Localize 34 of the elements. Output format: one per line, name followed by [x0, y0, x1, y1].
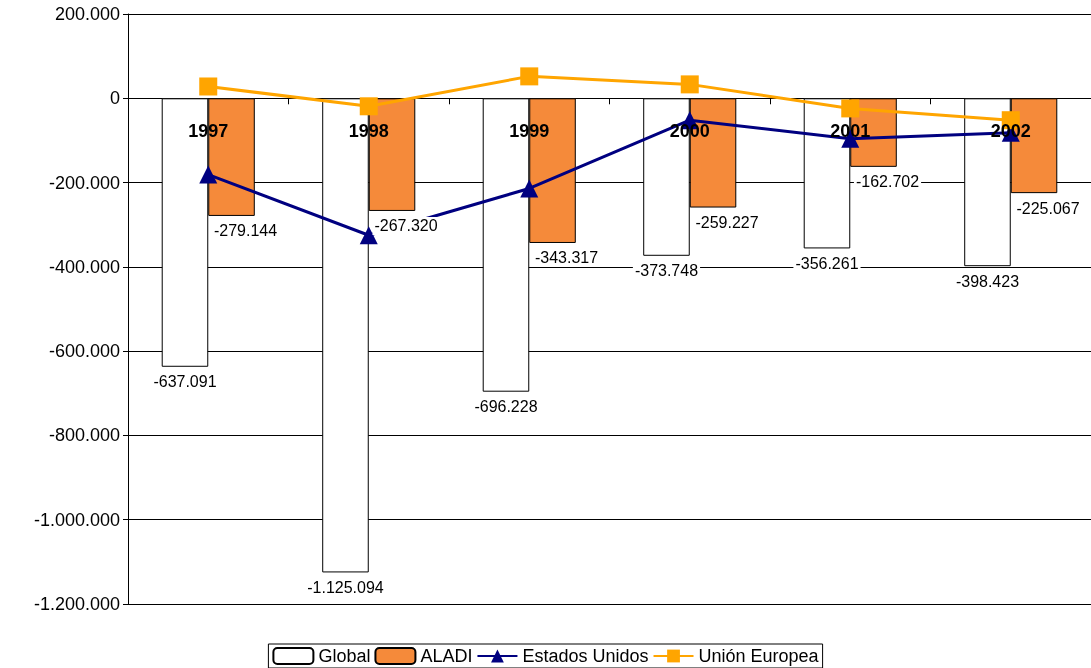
data-label: -1.125.094	[307, 578, 384, 596]
data-label: -267.320	[374, 217, 438, 235]
data-label: -356.261	[795, 254, 859, 272]
x-tick-label: 1998	[348, 121, 389, 142]
point	[520, 179, 539, 198]
legend-label: Unión Europea	[698, 646, 820, 666]
point	[199, 165, 218, 184]
data-label: -162.702	[855, 173, 920, 191]
point	[841, 99, 860, 118]
point	[520, 67, 539, 86]
legend-label: Global	[318, 646, 371, 666]
data-label: -696.228	[474, 398, 538, 416]
y-tick-label: -1.000.000	[33, 509, 120, 530]
data-label: -343.317	[534, 249, 599, 267]
data-label: -279.144	[213, 222, 278, 240]
y-tick-label: -600.000	[48, 341, 120, 362]
point	[199, 77, 218, 96]
data-label: -259.227	[695, 214, 759, 232]
point	[680, 75, 699, 94]
y-tick-label: 200.000	[54, 4, 120, 24]
y-tick-label: -800.000	[48, 425, 120, 446]
x-tick-label: 1999	[509, 121, 550, 142]
y-tick-label: -200.000	[48, 172, 120, 193]
data-label: -373.748	[634, 262, 699, 280]
data-label: -225.067	[1016, 199, 1080, 217]
data-label: -637.091	[153, 373, 217, 391]
legend-label: Estados Unidos	[522, 646, 649, 666]
y-tick-label: 0	[109, 88, 120, 109]
legend-label: ALADI	[420, 646, 473, 666]
x-tick-label: 1997	[188, 121, 229, 142]
data-label: -398.423	[955, 272, 1020, 290]
y-tick-label: -1.200.000	[33, 594, 120, 614]
point	[359, 97, 378, 116]
y-tick-label: -400.000	[48, 256, 120, 277]
